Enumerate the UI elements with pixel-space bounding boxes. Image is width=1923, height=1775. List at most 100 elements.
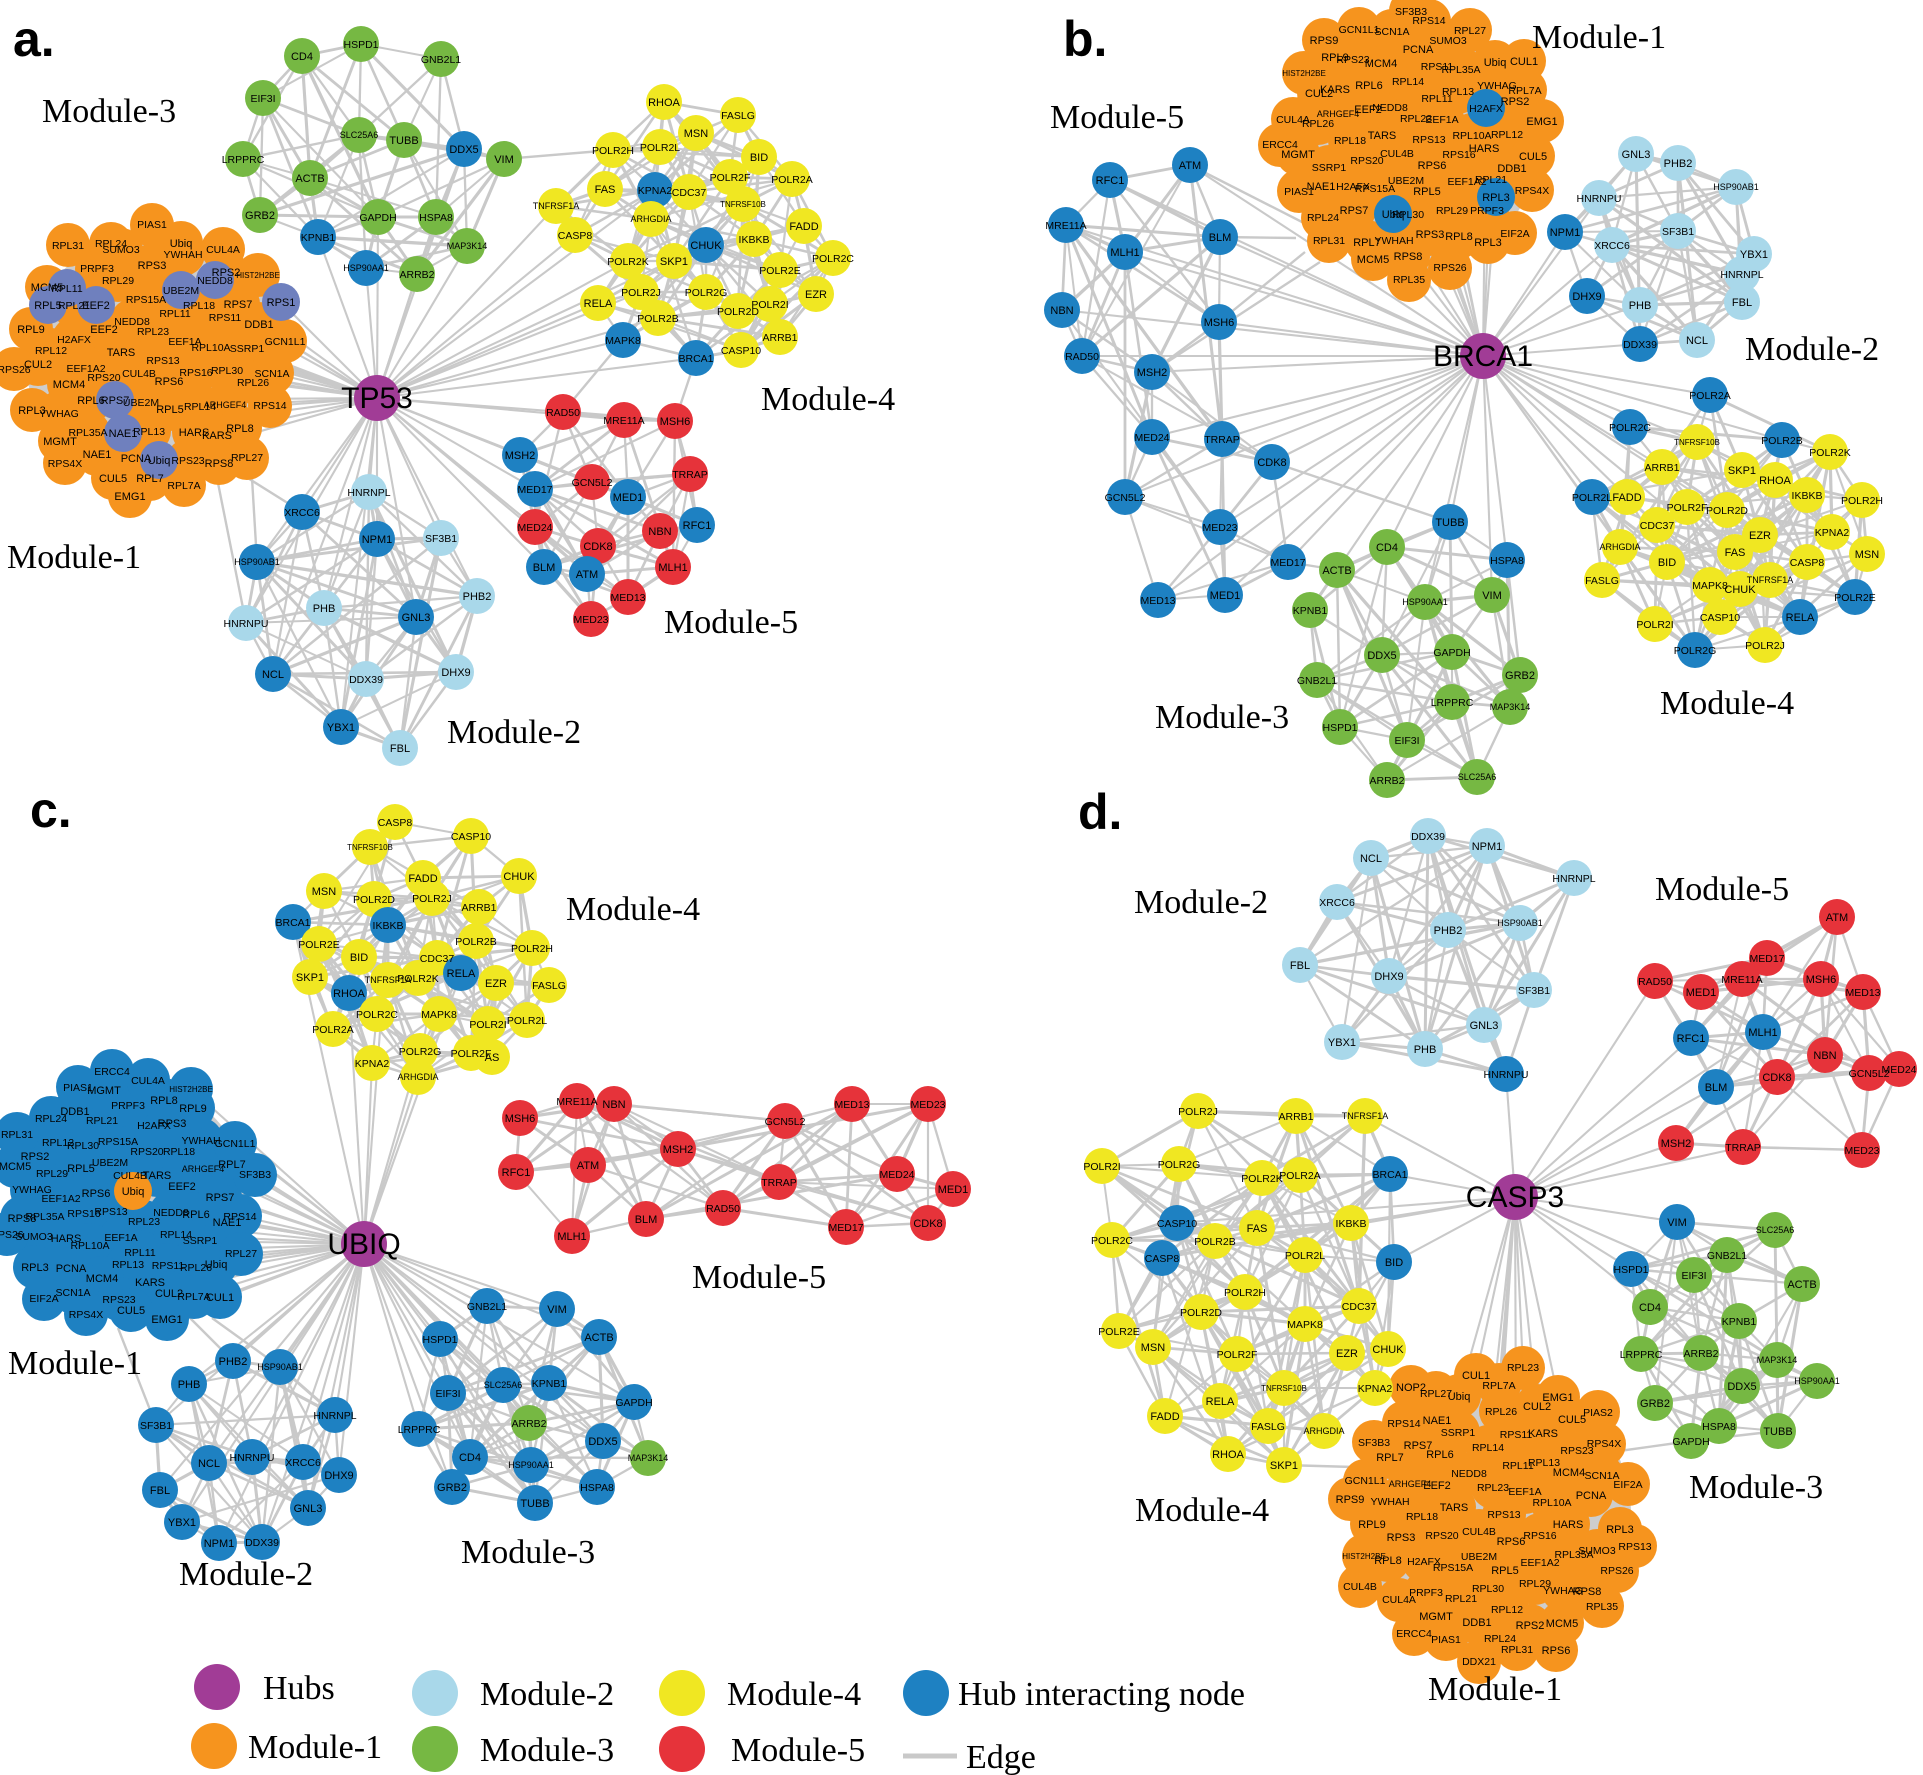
svg-text:RPL23: RPL23 — [1507, 1362, 1539, 1374]
svg-text:BID: BID — [750, 152, 768, 164]
svg-text:RPL26: RPL26 — [180, 1262, 212, 1274]
svg-text:MED1: MED1 — [613, 492, 644, 504]
svg-text:POLR2F: POLR2F — [1217, 1349, 1258, 1361]
svg-text:TNFRSF1A: TNFRSF1A — [1747, 575, 1794, 585]
svg-text:CUL5: CUL5 — [1558, 1414, 1586, 1426]
svg-text:MSH2: MSH2 — [1661, 1138, 1692, 1150]
svg-text:RPS26: RPS26 — [0, 364, 31, 376]
svg-text:MED17: MED17 — [517, 484, 552, 496]
svg-text:POLR2B: POLR2B — [455, 936, 496, 948]
svg-text:FADD: FADD — [1150, 1411, 1179, 1423]
svg-text:RPL11: RPL11 — [1502, 1460, 1533, 1472]
svg-text:MSH2: MSH2 — [1137, 367, 1168, 379]
svg-text:RPS20: RPS20 — [1425, 1530, 1458, 1542]
svg-text:RPL7A: RPL7A — [167, 480, 200, 492]
svg-text:NBN: NBN — [1813, 1050, 1836, 1062]
svg-text:DDX39: DDX39 — [1623, 339, 1657, 351]
svg-text:FADD: FADD — [408, 873, 437, 885]
svg-text:SF3B3: SF3B3 — [1395, 6, 1427, 18]
svg-text:POLR2J: POLR2J — [1745, 640, 1785, 652]
svg-text:RPS8: RPS8 — [205, 458, 234, 470]
svg-text:HSPA8: HSPA8 — [1490, 555, 1524, 567]
svg-text:PIAS2: PIAS2 — [1583, 1407, 1613, 1419]
svg-text:CDC37: CDC37 — [420, 953, 455, 965]
svg-text:POLR2C: POLR2C — [356, 1009, 398, 1021]
svg-text:ERCC4: ERCC4 — [94, 1066, 130, 1078]
svg-text:RPL8: RPL8 — [1374, 1555, 1402, 1567]
svg-text:KPNA2: KPNA2 — [355, 1058, 390, 1070]
svg-text:HNRNPL: HNRNPL — [313, 1410, 356, 1422]
svg-text:MGMT: MGMT — [1281, 149, 1315, 161]
svg-text:POLR2E: POLR2E — [1098, 1326, 1139, 1338]
svg-text:HSPA8: HSPA8 — [580, 1482, 614, 1494]
svg-text:CUL5: CUL5 — [117, 1305, 145, 1317]
svg-text:PCNA: PCNA — [1403, 44, 1434, 56]
svg-text:MAPK8: MAPK8 — [1692, 580, 1728, 592]
svg-text:FBL: FBL — [1732, 297, 1752, 309]
svg-text:EEF2: EEF2 — [1354, 104, 1382, 116]
svg-text:RPS16: RPS16 — [67, 1208, 100, 1220]
svg-text:POLR2B: POLR2B — [637, 313, 678, 325]
svg-text:RPL3: RPL3 — [18, 405, 46, 417]
svg-text:RAD50: RAD50 — [546, 407, 580, 419]
svg-text:Module-1: Module-1 — [1532, 19, 1666, 56]
svg-text:CD4: CD4 — [1376, 542, 1398, 554]
svg-text:RPL27: RPL27 — [225, 1248, 257, 1260]
svg-text:UBE2M: UBE2M — [163, 285, 199, 297]
svg-text:TNFRSF10B: TNFRSF10B — [347, 843, 393, 852]
svg-text:ACTB: ACTB — [295, 173, 324, 185]
svg-text:RPL3: RPL3 — [21, 1262, 49, 1274]
svg-text:KPNA2: KPNA2 — [638, 185, 673, 197]
svg-text:MAP3K14: MAP3K14 — [1757, 1355, 1798, 1365]
svg-text:MCM4: MCM4 — [1553, 1467, 1585, 1479]
svg-text:GNB2L1: GNB2L1 — [1707, 1250, 1747, 1262]
svg-text:RPS8: RPS8 — [1573, 1586, 1602, 1598]
svg-text:PHB2: PHB2 — [219, 1356, 248, 1368]
svg-text:POLR2A: POLR2A — [771, 174, 812, 186]
svg-text:RPS13: RPS13 — [94, 1206, 127, 1218]
svg-text:RPL31: RPL31 — [1501, 1644, 1533, 1656]
svg-text:GRB2: GRB2 — [245, 210, 275, 222]
svg-text:YBX1: YBX1 — [1328, 1037, 1356, 1049]
svg-text:MED23: MED23 — [573, 614, 608, 626]
svg-text:POLR2I: POLR2I — [469, 1019, 506, 1031]
svg-text:RPL6: RPL6 — [1355, 80, 1383, 92]
svg-text:RPS23: RPS23 — [171, 455, 204, 467]
svg-text:CUL4B: CUL4B — [122, 368, 156, 380]
svg-text:ARRB2: ARRB2 — [399, 269, 434, 281]
svg-text:RPS13: RPS13 — [146, 355, 179, 367]
svg-text:YWHAG: YWHAG — [1543, 1585, 1583, 1597]
svg-text:HSP90AB1: HSP90AB1 — [257, 1362, 303, 1372]
svg-text:POLR2K: POLR2K — [1809, 447, 1850, 459]
svg-text:RPS26: RPS26 — [1600, 1565, 1633, 1577]
svg-text:POLR2L: POLR2L — [507, 1015, 547, 1027]
svg-text:TARS: TARS — [1440, 1502, 1469, 1514]
svg-text:MCM5: MCM5 — [1546, 1618, 1578, 1630]
svg-text:POLR2G: POLR2G — [399, 1046, 442, 1058]
svg-text:RPS6: RPS6 — [1497, 1536, 1526, 1548]
svg-text:RHOA: RHOA — [1759, 475, 1791, 487]
svg-text:MSN: MSN — [1855, 549, 1880, 561]
svg-text:CASP10: CASP10 — [451, 831, 491, 843]
svg-text:SF3B3: SF3B3 — [239, 1169, 271, 1181]
svg-text:IKBKB: IKBKB — [1336, 1218, 1367, 1230]
svg-text:RFC1: RFC1 — [1677, 1033, 1706, 1045]
svg-text:BLM: BLM — [1209, 232, 1232, 244]
svg-text:MSH6: MSH6 — [1204, 317, 1235, 329]
svg-text:RPL21: RPL21 — [1475, 174, 1507, 186]
svg-text:POLR2C: POLR2C — [1609, 422, 1651, 434]
svg-text:POLR2I: POLR2I — [1083, 1161, 1120, 1173]
svg-text:RPL7: RPL7 — [1376, 1452, 1404, 1464]
svg-text:ARHGEF4: ARHGEF4 — [1389, 1479, 1432, 1489]
svg-text:SSRP1: SSRP1 — [1312, 162, 1347, 174]
svg-text:RPL35A: RPL35A — [1441, 64, 1480, 76]
svg-text:MRE11A: MRE11A — [556, 1096, 597, 1108]
svg-text:CUL1: CUL1 — [1510, 56, 1538, 68]
svg-text:FBL: FBL — [390, 743, 410, 755]
svg-text:FBL: FBL — [150, 1485, 170, 1497]
svg-text:RPS16: RPS16 — [1523, 1530, 1556, 1542]
svg-text:POLR2H: POLR2H — [511, 943, 553, 955]
svg-text:IKBKB: IKBKB — [1792, 490, 1823, 502]
svg-text:RPS8: RPS8 — [8, 1213, 37, 1225]
svg-text:MRE11A: MRE11A — [603, 415, 644, 427]
